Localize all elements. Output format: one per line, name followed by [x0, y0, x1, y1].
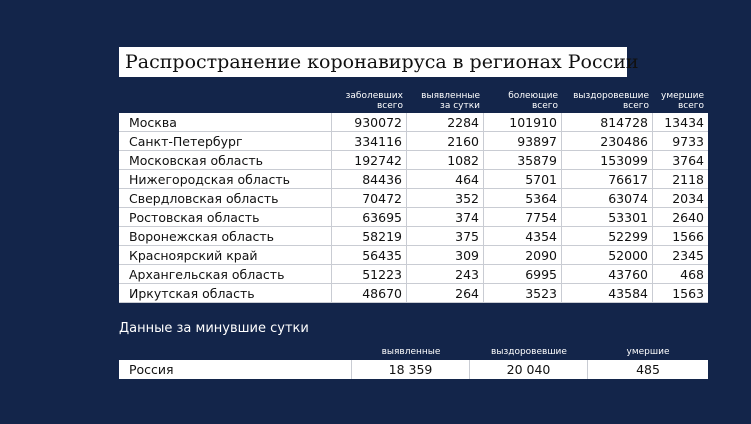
cell-value: 468: [653, 265, 708, 284]
cell-value: 2090: [484, 246, 562, 265]
region-name: Красноярский край: [119, 246, 332, 265]
cell-value: 3764: [653, 151, 708, 170]
cell-value: 1563: [653, 284, 708, 303]
cell-value: 101910: [484, 113, 562, 132]
cell-value: 6995: [484, 265, 562, 284]
column-header: всего: [376, 101, 403, 111]
cell-value: 9733: [653, 132, 708, 151]
cell-value: 5701: [484, 170, 562, 189]
region-name: Архангельская область: [119, 265, 332, 284]
cell-value: 374: [407, 208, 484, 227]
cell-value: 7754: [484, 208, 562, 227]
cell-value: 485: [588, 360, 708, 379]
region-name: Иркутская область: [119, 284, 332, 303]
cell-value: 1566: [653, 227, 708, 246]
region-name: Нижегородская область: [119, 170, 332, 189]
cell-value: 18 359: [352, 360, 470, 379]
region-name: Воронежская область: [119, 227, 332, 246]
region-name: Свердловская область: [119, 189, 332, 208]
cell-value: 814728: [562, 113, 653, 132]
cell-value: 48670: [332, 284, 407, 303]
cell-value: 2118: [653, 170, 708, 189]
cell-value: 52000: [562, 246, 653, 265]
cell-value: 63074: [562, 189, 653, 208]
cell-value: 70472: [332, 189, 407, 208]
column-header: заболевших: [345, 91, 403, 101]
column-header: выздоровевшие: [573, 91, 649, 101]
cell-value: 2284: [407, 113, 484, 132]
cell-value: 20 040: [470, 360, 588, 379]
cell-value: 13434: [653, 113, 708, 132]
cell-value: 334116: [332, 132, 407, 151]
region-name: Ростовская область: [119, 208, 332, 227]
cell-value: 58219: [332, 227, 407, 246]
region-name: Россия: [119, 360, 352, 379]
cell-value: 43584: [562, 284, 653, 303]
cell-value: 84436: [332, 170, 407, 189]
cell-value: 53301: [562, 208, 653, 227]
column-header: умершие: [626, 347, 670, 357]
daily-title: Данные за минувшие сутки: [119, 321, 309, 336]
cell-value: 76617: [562, 170, 653, 189]
cell-value: 5364: [484, 189, 562, 208]
cell-value: 2345: [653, 246, 708, 265]
cell-value: 43760: [562, 265, 653, 284]
cell-value: 375: [407, 227, 484, 246]
cell-value: 2034: [653, 189, 708, 208]
cell-value: 2640: [653, 208, 708, 227]
column-header: болеющие: [508, 91, 558, 101]
cell-value: 51223: [332, 265, 407, 284]
cell-value: 1082: [407, 151, 484, 170]
cell-value: 230486: [562, 132, 653, 151]
column-header: за сутки: [440, 101, 480, 111]
cell-value: 56435: [332, 246, 407, 265]
region-name: Санкт-Петербург: [119, 132, 332, 151]
cell-value: 35879: [484, 151, 562, 170]
cell-value: 3523: [484, 284, 562, 303]
column-header: выявленные: [421, 91, 480, 101]
column-header: выявленные: [381, 347, 441, 357]
cell-value: 309: [407, 246, 484, 265]
column-header: умершие: [661, 91, 704, 101]
cell-value: 264: [407, 284, 484, 303]
cell-value: 93897: [484, 132, 562, 151]
cell-value: 2160: [407, 132, 484, 151]
region-name: Московская область: [119, 151, 332, 170]
cell-value: 464: [407, 170, 484, 189]
cell-value: 4354: [484, 227, 562, 246]
cell-value: 352: [407, 189, 484, 208]
region-name: Москва: [119, 113, 332, 132]
title: Распространение коронавируса в регионах …: [119, 47, 639, 77]
cell-value: 63695: [332, 208, 407, 227]
cell-value: 930072: [332, 113, 407, 132]
cell-value: 52299: [562, 227, 653, 246]
column-header: всего: [622, 101, 649, 111]
column-header: всего: [531, 101, 558, 111]
column-header: выздоровевшие: [491, 347, 567, 357]
cell-value: 243: [407, 265, 484, 284]
column-header: всего: [677, 101, 704, 111]
cell-value: 192742: [332, 151, 407, 170]
cell-value: 153099: [562, 151, 653, 170]
